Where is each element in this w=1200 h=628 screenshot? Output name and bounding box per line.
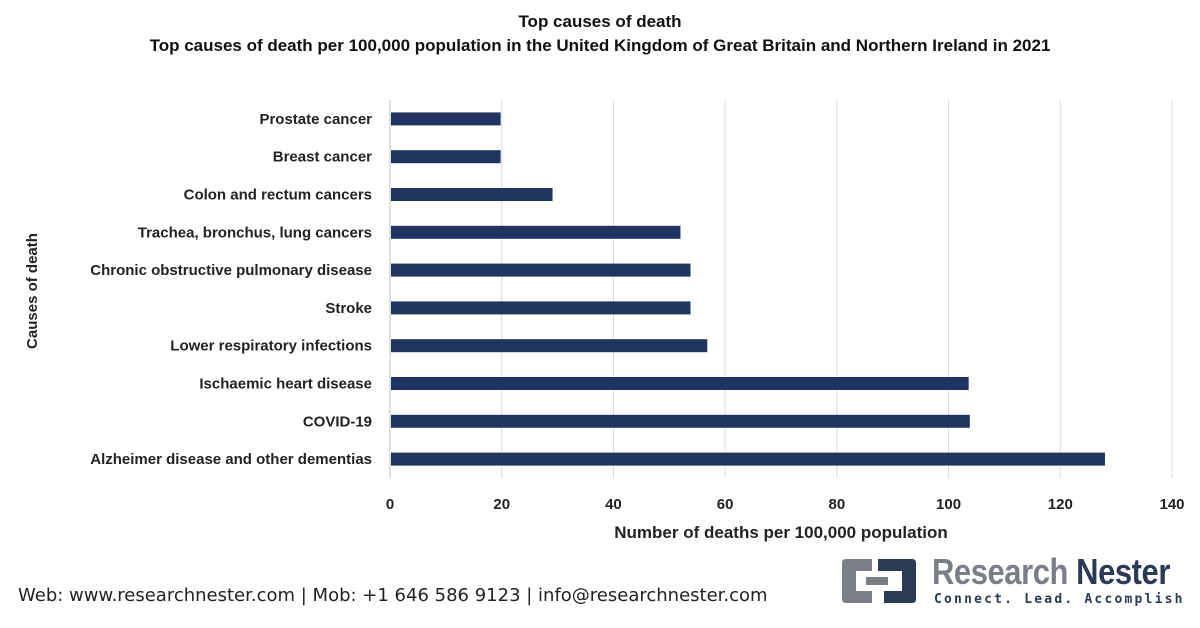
y-tick-label: Chronic obstructive pulmonary disease [90,262,372,279]
bar [391,377,969,390]
chart-subtitle: Top causes of death per 100,000 populati… [149,36,1051,55]
x-tick-label: 40 [605,496,622,513]
y-tick-label: Ischaemic heart disease [199,376,372,393]
x-tick-label: 0 [386,496,394,513]
x-tick-label: 140 [1159,496,1184,513]
bar-chart: 0 20 40 60 80 100 120 140 Prostate cancer Breast … [24,100,1185,542]
bar [391,150,501,164]
y-tick-label: Prostate cancer [259,111,372,128]
logo-name-part1: Research [932,551,1068,592]
y-tick-label: Colon and rectum cancers [184,187,372,204]
y-tick-label: Breast cancer [273,149,372,166]
x-tick-label: 60 [717,496,734,513]
x-tick-label: 100 [936,496,961,513]
chart-title: Top causes of death [518,12,682,31]
x-axis-label: Number of deaths per 100,000 population [614,523,947,542]
logo-name-part2: Nester [1076,551,1170,592]
y-tick-label: COVID-19 [303,413,372,430]
bar [391,414,970,428]
y-tick-label: Stroke [325,300,372,317]
logo-mark-icon [842,559,916,603]
chart-title-block: Top causes of death Top causes of death … [0,10,1200,58]
bar [391,188,553,201]
bar [391,263,691,277]
y-tick-label: Alzheimer disease and other dementias [90,451,372,468]
bar [391,301,691,315]
x-tick-label: 80 [829,496,846,513]
bar [391,112,501,126]
bar [391,225,681,239]
footer-contact: Web: www.researchnester.com | Mob: +1 64… [18,585,768,606]
y-axis-label: Causes of death [24,233,41,349]
logo-tagline: Connect. Lead. Accomplish [934,592,1185,607]
x-tick-label: 20 [493,496,510,513]
x-tick-label: 120 [1048,496,1073,513]
y-tick-label: Lower respiratory infections [170,338,372,355]
bar [391,339,708,353]
research-nester-logo: Research Nester Connect. Lead. Accomplis… [838,551,1182,613]
bar [391,452,1105,466]
y-tick-label: Trachea, bronchus, lung cancers [138,224,372,241]
logo-name: Research Nester [932,551,1170,593]
